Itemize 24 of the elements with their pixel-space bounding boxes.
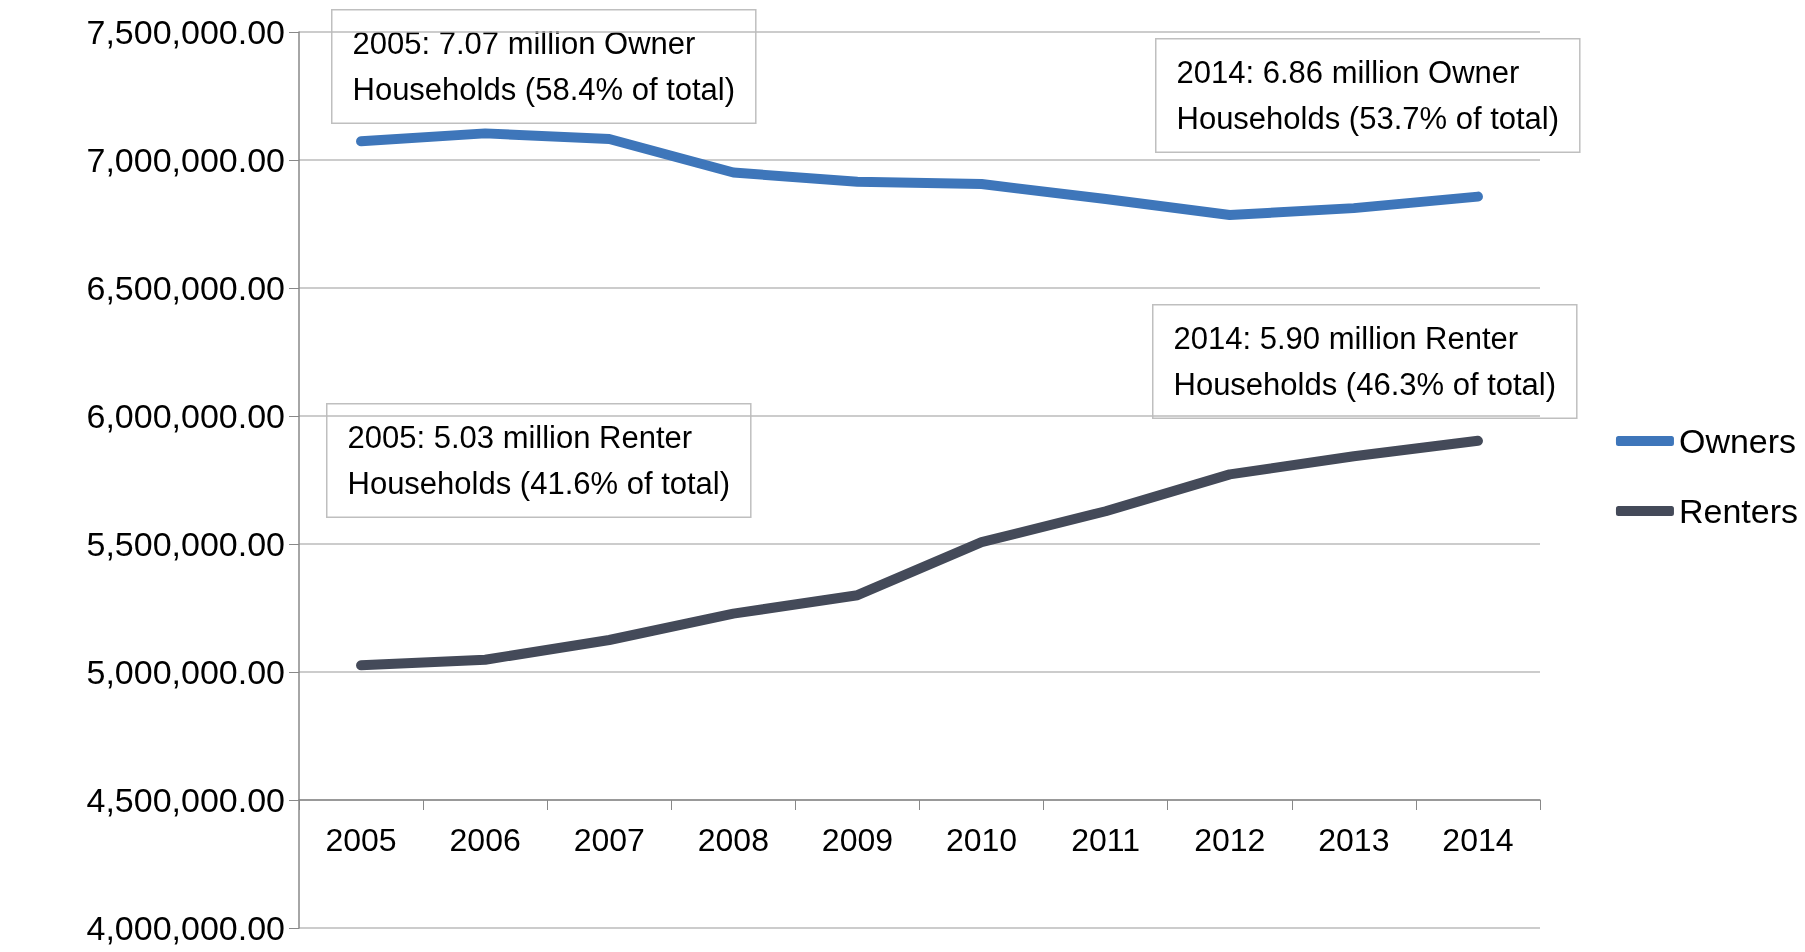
y-tick-label: 7,500,000.00 — [86, 13, 285, 51]
y-tick-label: 6,000,000.00 — [86, 397, 285, 435]
x-tick-label: 2013 — [1318, 822, 1390, 858]
y-tick-label: 6,500,000.00 — [86, 269, 285, 307]
legend-label: Renters — [1678, 492, 1799, 530]
annotation: 2005: 5.03 million Renter Households (41.6% of total) — [347, 420, 731, 501]
y-tick-label: 4,000,000.00 — [86, 909, 285, 947]
x-tick-label: 2005 — [325, 822, 397, 858]
y-tick-label: 4,500,000.00 — [86, 781, 285, 819]
x-tick-label: 2011 — [1071, 822, 1141, 858]
x-tick-label: 2008 — [697, 822, 769, 858]
y-tick-label: 5,500,000.00 — [86, 525, 285, 563]
annotation: 2005: 7.07 million Owner Households (58.4% of total) — [352, 26, 736, 107]
annotation: 2014: 5.90 million Renter Households (46.3% of total) — [1173, 321, 1557, 402]
x-tick-label: 2012 — [1194, 822, 1266, 858]
x-tick-label: 2007 — [573, 822, 645, 858]
annotation: 2014: 6.86 million Owner Households (53.7% of total) — [1176, 55, 1560, 136]
y-tick-label: 7,000,000.00 — [86, 141, 285, 179]
y-tick-label: 5,000,000.00 — [86, 653, 285, 691]
x-tick-label: 2009 — [821, 822, 894, 858]
x-tick-label: 2014 — [1442, 822, 1514, 858]
x-tick-label: 2006 — [449, 822, 521, 858]
legend-label: Owners — [1678, 422, 1797, 460]
x-tick-label: 2010 — [945, 822, 1018, 858]
